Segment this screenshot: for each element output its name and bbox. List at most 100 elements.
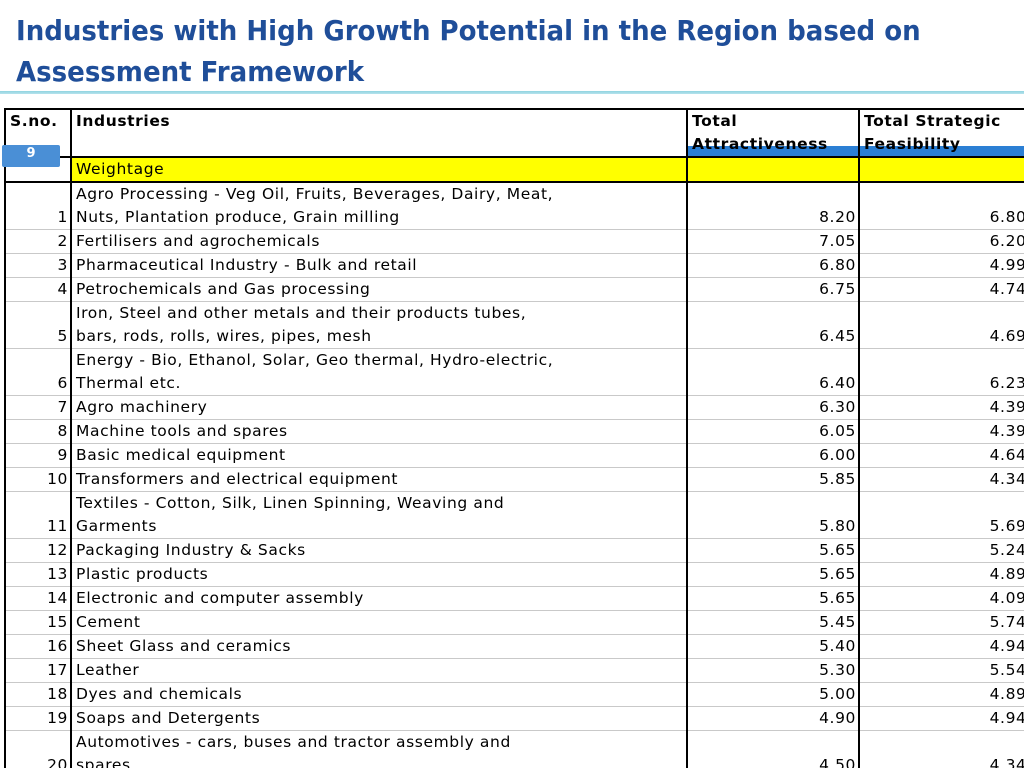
row-total-strategic-feasibility: 5.74	[858, 610, 1024, 635]
row-total-attractiveness: 5.80	[686, 491, 860, 539]
row-total-strategic-feasibility: 4.39	[858, 419, 1024, 444]
row-total-attractiveness: 5.40	[686, 634, 860, 659]
industries-table: S.no. Industries Total Attractiveness Tot…	[4, 108, 1024, 768]
row-industry: Energy - Bio, Ethanol, Solar, Geo therma…	[70, 348, 688, 396]
industry-text-line: spares	[76, 756, 131, 768]
row-total-strategic-feasibility: 4.89	[858, 562, 1024, 587]
row-industry: Soaps and Detergents	[70, 706, 688, 731]
row-total-attractiveness: 5.65	[686, 538, 860, 563]
row-industry: Basic medical equipment	[70, 443, 688, 468]
row-total-attractiveness: 6.05	[686, 419, 860, 444]
industry-text-line: Textiles - Cotton, Silk, Linen Spinning,…	[76, 494, 505, 512]
table-row: 1 Agro Processing - Veg Oil, Fruits, Beve…	[4, 181, 1024, 230]
row-total-strategic-feasibility: 6.80	[858, 181, 1024, 230]
row-industry: Petrochemicals and Gas processing	[70, 277, 688, 302]
row-sno: 10	[4, 467, 72, 492]
row-total-attractiveness: 6.75	[686, 277, 860, 302]
industry-text-line: Transformers and electrical equipment	[76, 470, 399, 488]
row-sno: 12	[4, 538, 72, 563]
row-industry: Agro Processing - Veg Oil, Fruits, Bever…	[70, 181, 688, 230]
row-industry: Fertilisers and agrochemicals	[70, 229, 688, 254]
industry-text-line: Nuts, Plantation produce, Grain milling	[76, 208, 400, 226]
row-total-attractiveness: 8.20	[686, 181, 860, 230]
table-row: 5 Iron, Steel and other metals and their …	[4, 301, 1024, 349]
industry-text-line: Pharmaceutical Industry - Bulk and retai…	[76, 256, 418, 274]
row-total-strategic-feasibility: 4.99	[858, 253, 1024, 278]
row-total-attractiveness: 6.40	[686, 348, 860, 396]
row-total-attractiveness: 7.05	[686, 229, 860, 254]
row-sno: 7	[4, 395, 72, 420]
row-sno: 9	[4, 443, 72, 468]
row-sno: 8	[4, 419, 72, 444]
row-total-attractiveness: 5.65	[686, 586, 860, 611]
row-total-attractiveness: 5.85	[686, 467, 860, 492]
row-sno: 11	[4, 491, 72, 539]
row-industry: Textiles - Cotton, Silk, Linen Spinning,…	[70, 491, 688, 539]
table-row: 9 Basic medical equipment 6.00 4.64	[4, 443, 1024, 468]
row-total-strategic-feasibility: 4.69	[858, 301, 1024, 349]
row-total-strategic-feasibility: 4.94	[858, 706, 1024, 731]
industry-text-line: Thermal etc.	[76, 374, 182, 392]
title-divider	[0, 91, 1024, 94]
row-total-attractiveness: 6.30	[686, 395, 860, 420]
header-industries: Industries	[70, 108, 688, 158]
row-total-strategic-feasibility: 4.34	[858, 467, 1024, 492]
table-row: 2 Fertilisers and agrochemicals 7.05 6.20	[4, 229, 1024, 254]
industry-text-line: Petrochemicals and Gas processing	[76, 280, 371, 298]
industry-text-line: Agro Processing - Veg Oil, Fruits, Bever…	[76, 185, 554, 203]
row-sno: 3	[4, 253, 72, 278]
page-title-line-2: Assessment Framework	[16, 55, 365, 88]
row-total-strategic-feasibility: 4.39	[858, 395, 1024, 420]
row-total-strategic-feasibility: 6.23	[858, 348, 1024, 396]
industry-text-line: Iron, Steel and other metals and their p…	[76, 304, 527, 322]
industry-text-line: Plastic products	[76, 565, 209, 583]
table-row: 15 Cement 5.45 5.74	[4, 610, 1024, 635]
weightage-row: Weightage	[4, 156, 1024, 183]
row-total-strategic-feasibility: 4.94	[858, 634, 1024, 659]
row-total-attractiveness: 6.45	[686, 301, 860, 349]
row-industry: Agro machinery	[70, 395, 688, 420]
industry-text-line: Leather	[76, 661, 140, 679]
row-total-strategic-feasibility: 4.09	[858, 586, 1024, 611]
row-sno: 14	[4, 586, 72, 611]
industry-text-line: Soaps and Detergents	[76, 709, 261, 727]
row-sno: 16	[4, 634, 72, 659]
row-total-attractiveness: 5.45	[686, 610, 860, 635]
industry-text-line: Basic medical equipment	[76, 446, 286, 464]
page-title-line-1: Industries with High Growth Potential in…	[16, 14, 921, 47]
row-sno: 17	[4, 658, 72, 683]
industry-text-line: Machine tools and spares	[76, 422, 288, 440]
industry-text-line: Electronic and computer assembly	[76, 589, 364, 607]
table-row: 10 Transformers and electrical equipment 5…	[4, 467, 1024, 492]
row-industry: Packaging Industry & Sacks	[70, 538, 688, 563]
header-total-attractiveness: Total Attractiveness	[686, 108, 860, 158]
row-sno: 1	[4, 181, 72, 230]
row-sno: 6	[4, 348, 72, 396]
row-industry: Automotives - cars, buses and tractor as…	[70, 730, 688, 768]
row-total-strategic-feasibility: 5.24	[858, 538, 1024, 563]
row-sno: 5	[4, 301, 72, 349]
industry-text-line: Automotives - cars, buses and tractor as…	[76, 733, 511, 751]
row-industry: Dyes and chemicals	[70, 682, 688, 707]
row-sno: 18	[4, 682, 72, 707]
industry-text-line: Energy - Bio, Ethanol, Solar, Geo therma…	[76, 351, 554, 369]
table-row: 13 Plastic products 5.65 4.89	[4, 562, 1024, 587]
row-total-strategic-feasibility: 4.89	[858, 682, 1024, 707]
table-row: 6 Energy - Bio, Ethanol, Solar, Geo therm…	[4, 348, 1024, 396]
row-total-attractiveness: 5.30	[686, 658, 860, 683]
row-sno: 19	[4, 706, 72, 731]
row-industry: Transformers and electrical equipment	[70, 467, 688, 492]
weightage-label: Weightage	[70, 156, 688, 183]
row-total-attractiveness: 5.00	[686, 682, 860, 707]
table-row: 14 Electronic and computer assembly 5.65 4.…	[4, 586, 1024, 611]
header-total-strategic-feasibility: Total Strategic Feasibility	[858, 108, 1024, 158]
row-sno: 13	[4, 562, 72, 587]
table-row: 18 Dyes and chemicals 5.00 4.89	[4, 682, 1024, 707]
table-row: 19 Soaps and Detergents 4.90 4.94	[4, 706, 1024, 731]
row-sno: 4	[4, 277, 72, 302]
industry-text-line: Sheet Glass and ceramics	[76, 637, 292, 655]
table-row: 11 Textiles - Cotton, Silk, Linen Spinnin…	[4, 491, 1024, 539]
industry-text-line: bars, rods, rolls, wires, pipes, mesh	[76, 327, 372, 345]
page-title: Industries with High Growth Potential in…	[16, 10, 937, 92]
row-total-attractiveness: 6.80	[686, 253, 860, 278]
